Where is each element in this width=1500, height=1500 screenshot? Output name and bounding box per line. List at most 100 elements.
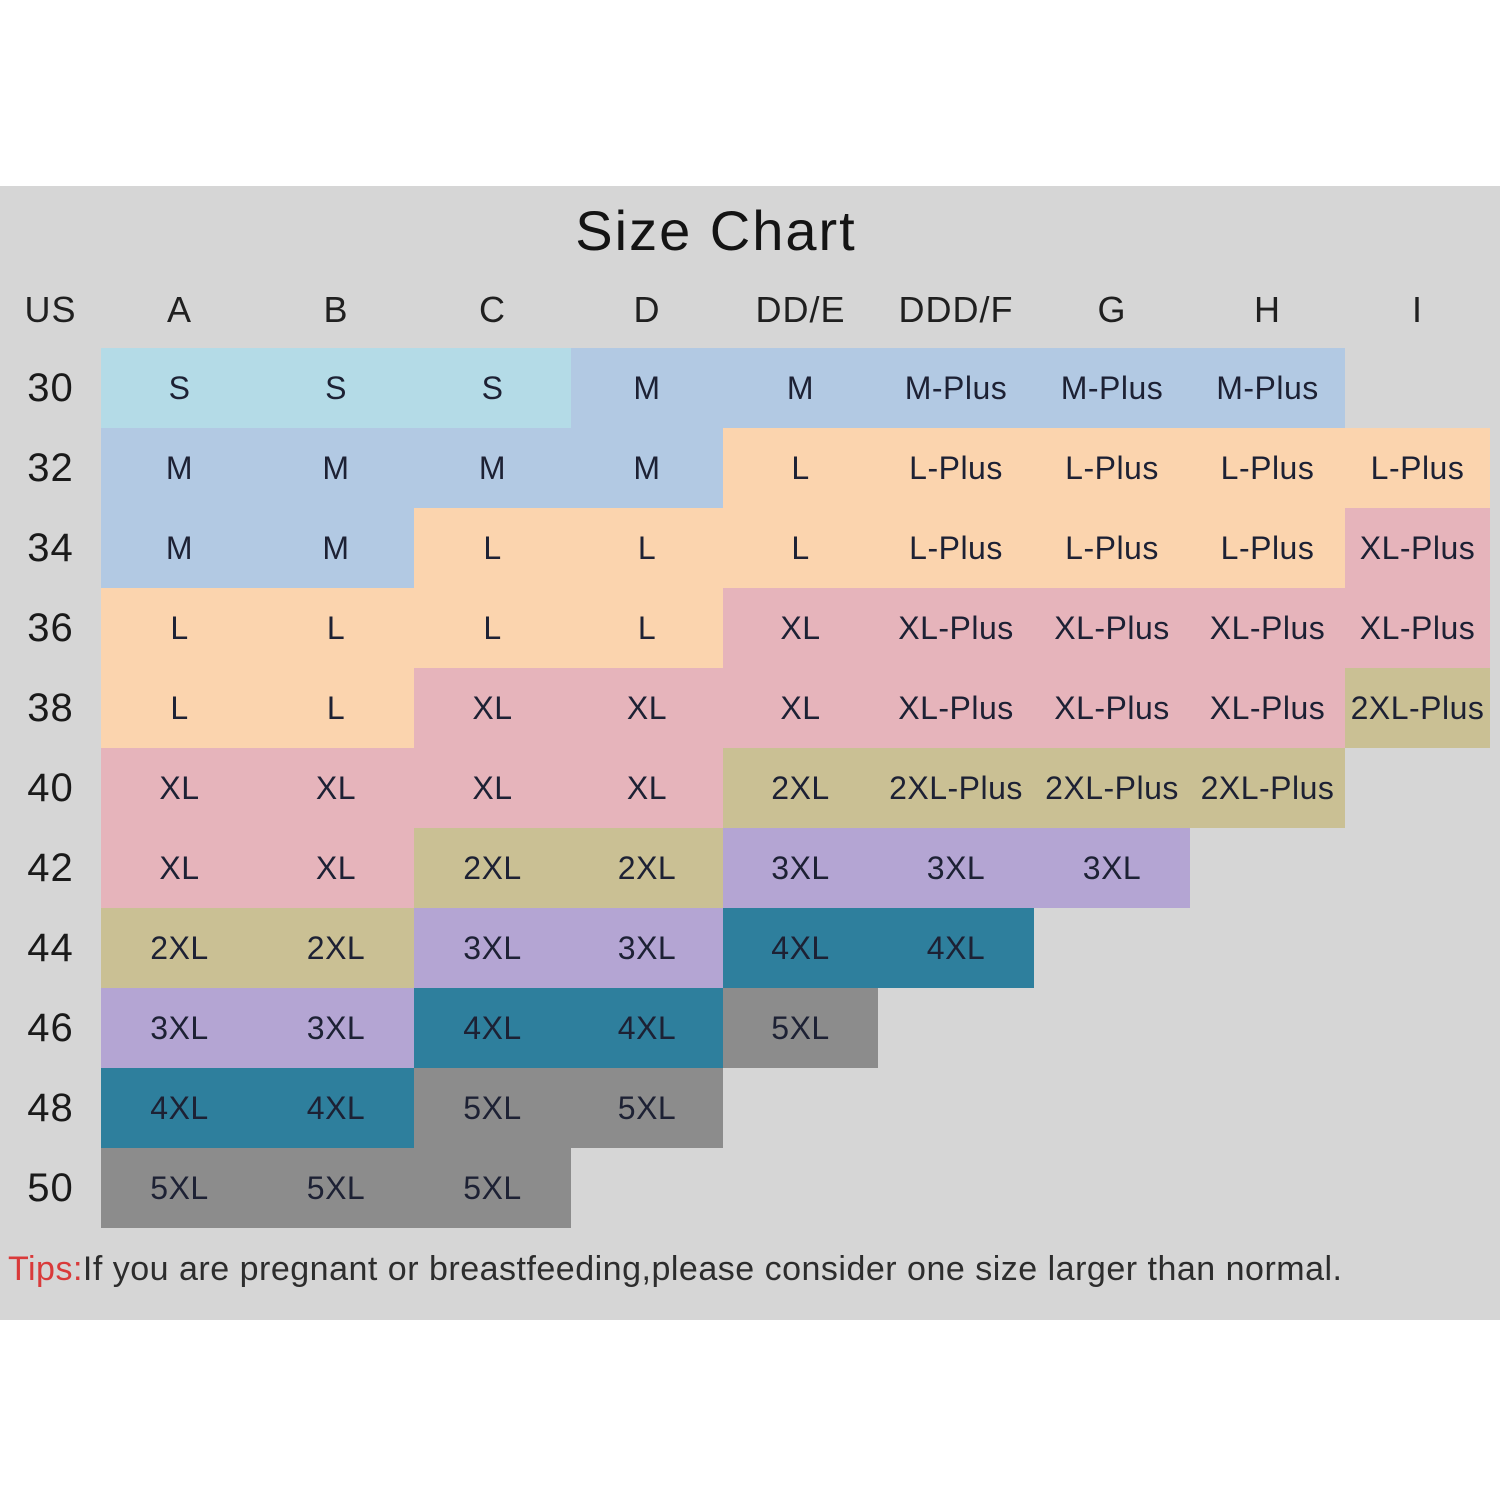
empty-cell [878, 988, 1034, 1068]
size-cell: XL-Plus [1034, 668, 1190, 748]
column-header: D [633, 289, 661, 330]
size-cell: 5XL [414, 1068, 571, 1148]
size-cell: L-Plus [878, 428, 1034, 508]
empty-cell [1345, 348, 1490, 428]
size-cell: L [571, 588, 723, 668]
size-cell: XL [414, 668, 571, 748]
size-cell: L-Plus [878, 508, 1034, 588]
size-cell: XL [723, 668, 878, 748]
size-cell: 4XL [878, 908, 1034, 988]
size-cell: L [414, 588, 571, 668]
row-label: 30 [27, 365, 74, 410]
size-cell: 5XL [414, 1148, 571, 1228]
empty-cell [1034, 1068, 1190, 1148]
empty-cell [1034, 988, 1190, 1068]
size-cell: 4XL [723, 908, 878, 988]
empty-cell [1345, 908, 1490, 988]
size-cell: 2XL-Plus [1190, 748, 1345, 828]
empty-cell [1190, 908, 1345, 988]
column-header: G [1097, 289, 1127, 330]
empty-cell [1034, 1148, 1190, 1228]
row-label: 34 [27, 525, 74, 570]
size-cell: 2XL [258, 908, 414, 988]
row-label: 32 [27, 445, 74, 490]
size-cell: 2XL-Plus [1345, 668, 1490, 748]
size-cell: M [258, 508, 414, 588]
size-cell: 5XL [258, 1148, 414, 1228]
empty-cell [1345, 988, 1490, 1068]
size-cell: M-Plus [1190, 348, 1345, 428]
size-cell: XL [414, 748, 571, 828]
size-cell: L [723, 428, 878, 508]
size-cell: 3XL [258, 988, 414, 1068]
size-cell: 5XL [101, 1148, 258, 1228]
row-label: 40 [27, 765, 74, 810]
size-cell: XL-Plus [1034, 588, 1190, 668]
size-cell: XL [101, 828, 258, 908]
size-cell: XL-Plus [1345, 508, 1490, 588]
size-cell: M [101, 428, 258, 508]
size-cell: 4XL [101, 1068, 258, 1148]
size-cell: L [571, 508, 723, 588]
column-header: DD/E [755, 289, 846, 330]
size-cell: 4XL [258, 1068, 414, 1148]
size-cell: XL-Plus [1345, 588, 1490, 668]
size-cell: L [414, 508, 571, 588]
empty-cell [1190, 1068, 1345, 1148]
size-cell: L-Plus [1190, 428, 1345, 508]
empty-cell [1190, 1148, 1345, 1228]
tips-note: Tips:If you are pregnant or breastfeedin… [8, 1250, 1488, 1289]
tips-label: Tips: [8, 1250, 83, 1288]
column-header: A [166, 289, 192, 330]
size-cell: 5XL [571, 1068, 723, 1148]
column-header: C [479, 289, 506, 330]
size-cell: 3XL [571, 908, 723, 988]
row-label: 50 [27, 1165, 74, 1210]
size-cell: XL-Plus [878, 668, 1034, 748]
empty-cell [878, 1068, 1034, 1148]
size-cell: XL [258, 828, 414, 908]
size-cell: M [258, 428, 414, 508]
empty-cell [723, 1148, 878, 1228]
size-cell: 4XL [414, 988, 571, 1068]
size-grid: US A B C D DD/E DDD/F G H I 30 S S S M M M-Plus M-Plus M-P… [0, 272, 1490, 1228]
row-label: 42 [27, 845, 74, 890]
size-cell: M-Plus [1034, 348, 1190, 428]
empty-cell [723, 1068, 878, 1148]
column-header: H [1254, 289, 1281, 330]
size-cell: XL [723, 588, 878, 668]
corner-header: US [24, 289, 77, 330]
size-cell: L [101, 588, 258, 668]
size-cell: L [723, 508, 878, 588]
row-label: 38 [27, 685, 74, 730]
page-title: Size Chart [575, 199, 857, 262]
empty-cell [1345, 1068, 1490, 1148]
empty-cell [1190, 988, 1345, 1068]
size-cell: 5XL [723, 988, 878, 1068]
size-cell: 2XL [723, 748, 878, 828]
size-cell: 3XL [101, 988, 258, 1068]
size-cell: L-Plus [1345, 428, 1490, 508]
empty-cell [1345, 828, 1490, 908]
size-cell: 2XL-Plus [1034, 748, 1190, 828]
size-cell: XL [571, 668, 723, 748]
size-cell: L-Plus [1034, 508, 1190, 588]
column-header: B [323, 289, 349, 330]
size-cell: M-Plus [878, 348, 1034, 428]
size-cell: XL [101, 748, 258, 828]
size-cell: M [414, 428, 571, 508]
row-label: 36 [27, 605, 74, 650]
size-cell: 3XL [723, 828, 878, 908]
empty-cell [1345, 1148, 1490, 1228]
column-header: DDD/F [898, 289, 1014, 330]
row-label: 48 [27, 1085, 74, 1130]
empty-cell [878, 1148, 1034, 1228]
size-cell: 2XL [571, 828, 723, 908]
size-cell: M [571, 428, 723, 508]
empty-cell [571, 1148, 723, 1228]
size-cell: 2XL-Plus [878, 748, 1034, 828]
size-cell: L [258, 668, 414, 748]
size-cell: S [414, 348, 571, 428]
size-cell: L-Plus [1190, 508, 1345, 588]
